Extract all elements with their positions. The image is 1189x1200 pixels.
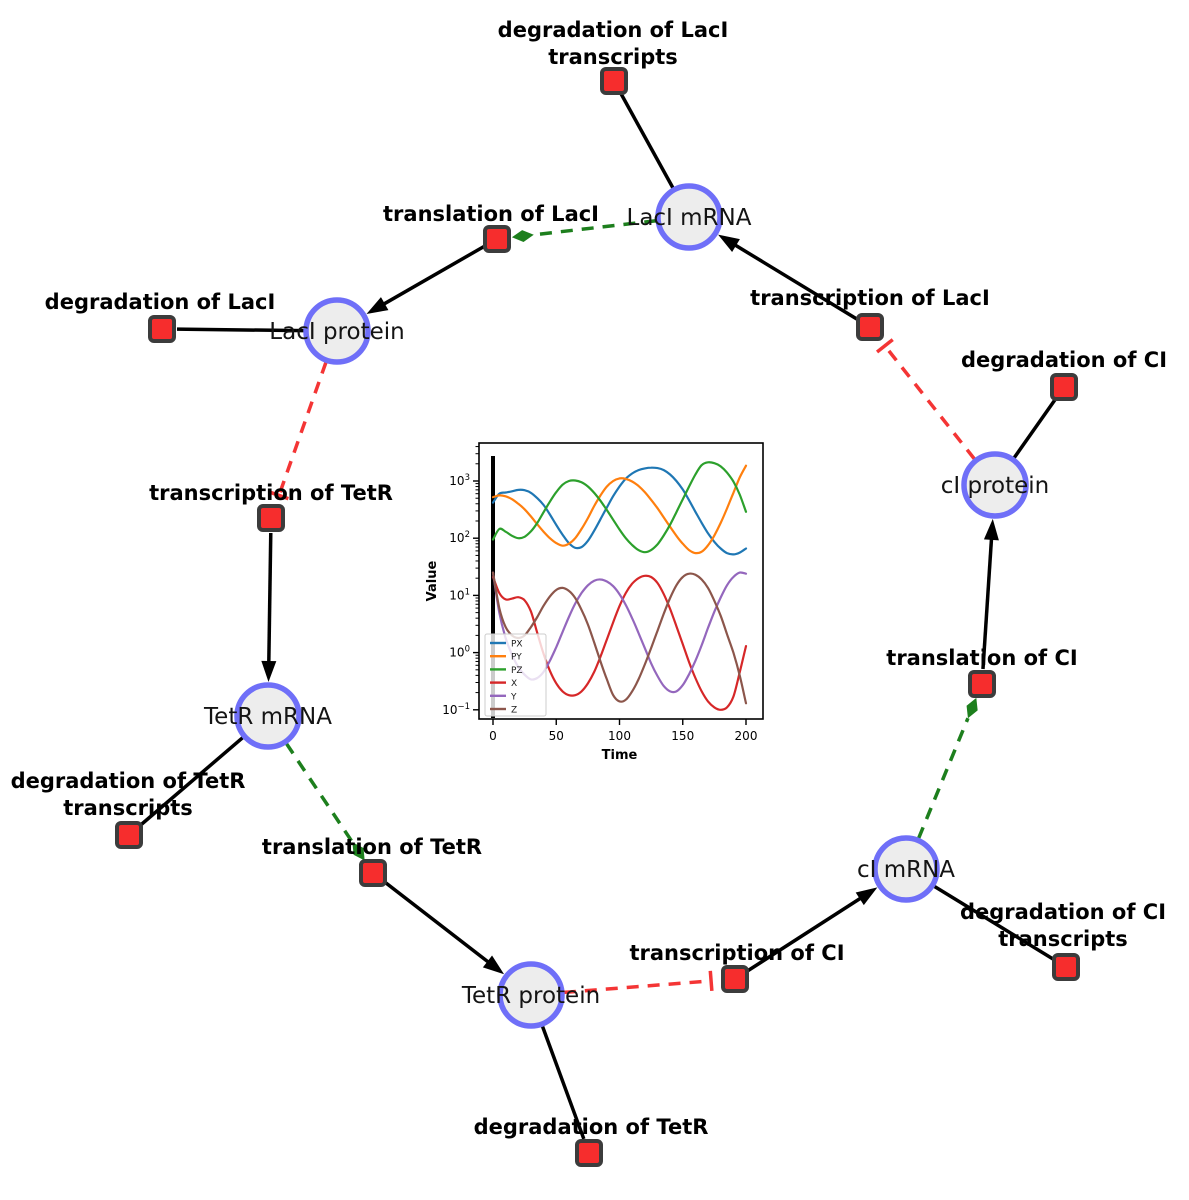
chart-series-PX (491, 466, 748, 556)
species-node-laci_protein (303, 297, 371, 365)
edge-consumption-laci_protein-to-deg_laci (176, 327, 305, 333)
chart-spines (478, 442, 764, 720)
edge-production-txn_laci-to-laci_mrna (718, 234, 859, 321)
edge-consumption-ci_protein-to-deg_ci (1012, 398, 1057, 460)
edge-inhibition-tetr_protein-to-txn_ci (563, 970, 714, 995)
reaction-node-deg_laci_tx (600, 67, 628, 95)
reaction-label-txn_ci: transcription of CI (629, 941, 844, 965)
reaction-label-txn_tetr: transcription of TetR (149, 481, 393, 505)
legend-label-PY: PY (511, 653, 522, 663)
chart-series-Z (491, 571, 748, 705)
edges-layer (139, 93, 1057, 1140)
y-axis-title: Value (425, 560, 440, 601)
species-label-laci_protein: LacI protein (269, 319, 404, 345)
species-label-laci_mrna: LacI mRNA (627, 205, 752, 231)
edge-modifier-laci_mrna-to-transl_laci (511, 219, 657, 243)
species-label-ci_protein: cI protein (941, 473, 1050, 499)
reaction-label-transl_ci: translation of CI (886, 646, 1077, 670)
legend-label-PZ: PZ (511, 666, 523, 676)
legend-label-Z: Z (511, 706, 517, 716)
reaction-label-deg_tetr: degradation of TetR (474, 1115, 709, 1139)
edge-inhibition-laci_protein-to-txn_tetr (268, 361, 328, 501)
reaction-node-transl_ci (968, 670, 996, 698)
reaction-label-deg_ci_tx-line2: transcripts (998, 927, 1128, 951)
species-node-tetr_mrna (234, 682, 302, 750)
species-label-ci_mrna: cI mRNA (857, 857, 955, 883)
edge-production-transl_tetr-to-tetr_protein (383, 880, 505, 975)
y-tick-label: 102 (449, 530, 470, 545)
edge-consumption-tetr_mrna-to-deg_tetr_tx (139, 736, 245, 827)
reaction-node-deg_laci (148, 315, 176, 343)
x-tick-label: 200 (735, 729, 758, 743)
chart-legend: PX PY PZ XYZ (484, 633, 547, 717)
reaction-node-txn_tetr (257, 504, 285, 532)
labels-layer: degradation of LacI transcripts translatio… (11, 18, 1167, 1139)
edge-consumption-laci_mrna-to-deg_laci_tx (619, 93, 675, 189)
species-node-tetr_protein (497, 961, 565, 1029)
species-node-ci_protein (961, 451, 1029, 519)
species-label-tetr_protein: TetR protein (461, 983, 600, 1009)
reaction-label-deg_ci: degradation of CI (961, 348, 1167, 372)
edge-modifier-ci_mrna-to-transl_ci (916, 697, 978, 840)
y-tick-label: 10−1 (442, 702, 470, 717)
x-tick-label: 100 (608, 729, 631, 743)
species-label-tetr_mrna: TetR mRNA (203, 704, 332, 730)
reaction-node-deg_tetr_tx (115, 821, 143, 849)
species-node-laci_mrna (655, 183, 723, 251)
x-tick-label: 150 (671, 729, 694, 743)
reaction-label-deg_laci_tx-line2: transcripts (548, 45, 678, 69)
x-axis-title: Time (602, 748, 638, 763)
edge-production-txn_tetr-to-tetr_mrna (261, 532, 277, 683)
legend-label-X: X (511, 679, 517, 689)
legend-label-Y: Y (510, 692, 517, 702)
edge-production-transl_ci-to-ci_protein (981, 518, 999, 670)
reaction-node-deg_ci_tx (1052, 953, 1080, 981)
y-tick-label: 103 (449, 473, 470, 488)
y-tick-label: 101 (449, 587, 470, 602)
legend-label-PX: PX (511, 640, 523, 650)
reaction-label-deg_laci_tx-line1: degradation of LacI (498, 18, 729, 42)
reaction-node-deg_ci (1050, 373, 1078, 401)
reaction-node-txn_laci (856, 313, 884, 341)
reaction-node-deg_tetr (575, 1139, 603, 1167)
reaction-node-transl_laci (483, 225, 511, 253)
x-tick-label: 50 (549, 729, 564, 743)
inset-chart: 0 50 100 150 20010−1100101102103TimeValuePXP… (425, 442, 764, 763)
chart-series-X (491, 574, 748, 711)
reaction-node-transl_tetr (359, 859, 387, 887)
reaction-label-deg_laci: degradation of LacI (45, 290, 276, 314)
x-tick-label: 0 (489, 729, 497, 743)
reaction-label-deg_ci_tx-line1: degradation of CI (960, 900, 1166, 924)
edge-production-transl_laci-to-laci_protein (366, 244, 485, 315)
nodes-layer (115, 67, 1080, 1167)
species-node-ci_mrna (872, 835, 940, 903)
chart-series-PY (491, 464, 748, 555)
reaction-label-deg_tetr_tx-line1: degradation of TetR (11, 769, 246, 793)
reaction-label-transl_tetr: translation of TetR (262, 835, 482, 859)
reaction-label-deg_tetr_tx-line2: transcripts (63, 796, 193, 820)
edge-modifier-tetr_mrna-to-transl_tetr (284, 742, 365, 861)
reaction-node-txn_ci (721, 965, 749, 993)
chart-series-PZ (491, 461, 748, 554)
reaction-label-txn_laci: transcription of LacI (750, 286, 990, 310)
edge-inhibition-ci_protein-to-txn_laci (875, 338, 976, 461)
y-tick-label: 100 (449, 645, 470, 660)
reaction-label-transl_laci: translation of LacI (383, 202, 599, 226)
edge-consumption-tetr_protein-to-deg_tetr (540, 1025, 586, 1140)
edge-production-txn_ci-to-ci_mrna (746, 887, 878, 973)
edge-consumption-ci_mrna-to-deg_ci_tx (933, 884, 1055, 961)
